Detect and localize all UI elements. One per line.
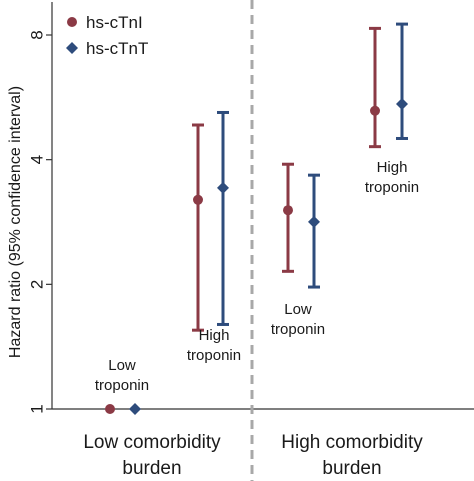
point-hs-ctni [193, 194, 203, 205]
annotation-label: Low [284, 301, 312, 318]
group-label: burden [322, 458, 381, 479]
point-hs-ctnt [129, 403, 141, 415]
y-tick-label: 2 [27, 280, 46, 289]
group-label: Low comorbidity [83, 432, 221, 453]
axes: 1 2 4 8 Hazard ratio (95% confidence interva… [7, 0, 474, 481]
legend-marker-hs-ctni [67, 17, 77, 27]
annotation-label: High [377, 159, 408, 176]
group-label: High comorbidity [281, 432, 423, 453]
y-tick-label: 8 [27, 30, 46, 39]
legend-marker-hs-ctnt [66, 42, 78, 54]
point-hs-ctni [283, 205, 293, 216]
chart-labels: Low comorbidity burden High comorbidity bur… [83, 159, 423, 479]
legend-label: hs-cTnI [86, 13, 143, 32]
legend-label: hs-cTnT [86, 39, 148, 58]
annotation-label: Low [108, 357, 136, 374]
annotation-label: troponin [365, 179, 419, 196]
chart-marks [105, 22, 408, 415]
annotation-label: High [199, 327, 230, 344]
point-hs-ctni [370, 105, 380, 116]
point-hs-ctnt [217, 181, 229, 194]
y-axis-title: Hazard ratio (95% confidence interval) [7, 86, 24, 358]
y-tick-label: 4 [27, 155, 46, 164]
point-hs-ctni [105, 404, 115, 414]
annotation-label: troponin [271, 321, 325, 338]
annotation-label: troponin [187, 347, 241, 364]
annotation-label: troponin [95, 377, 149, 394]
point-hs-ctnt [308, 215, 320, 228]
group-label: burden [122, 458, 181, 479]
point-hs-ctnt [396, 98, 408, 111]
legend: hs-cTnI hs-cTnT [66, 13, 148, 58]
y-tick-label: 1 [27, 404, 46, 413]
